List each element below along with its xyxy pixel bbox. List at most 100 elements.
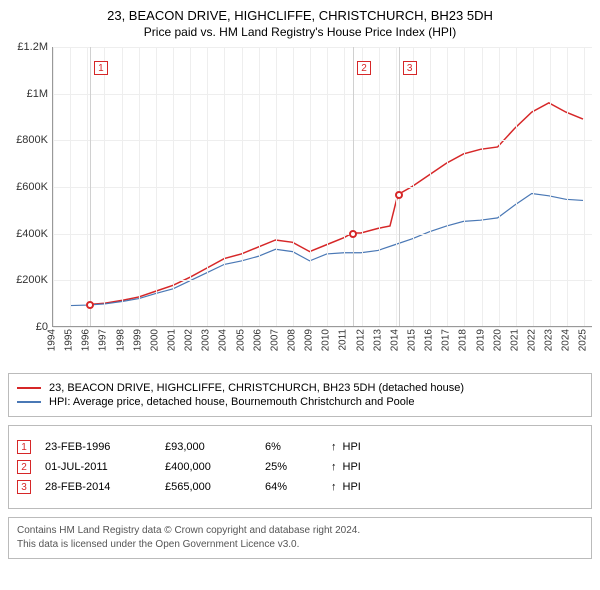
event-row: 201-JUL-2011£400,00025%↑HPI [17, 460, 583, 474]
gridline-v [396, 47, 397, 326]
legend-item: 23, BEACON DRIVE, HIGHCLIFFE, CHRISTCHUR… [17, 382, 583, 394]
gridline-v [464, 47, 465, 326]
gridline-v [156, 47, 157, 326]
gridline-h [53, 327, 592, 328]
gridline-v [533, 47, 534, 326]
x-tick-label: 1996 [81, 329, 92, 351]
legend: 23, BEACON DRIVE, HIGHCLIFFE, CHRISTCHUR… [8, 373, 592, 417]
x-tick-label: 1997 [98, 329, 109, 351]
gridline-v [173, 47, 174, 326]
arrow-up-icon: ↑ [331, 441, 337, 453]
x-tick-label: 2008 [287, 329, 298, 351]
x-tick-label: 2013 [372, 329, 383, 351]
event-suffix: HPI [343, 461, 361, 473]
x-tick-label: 2017 [441, 329, 452, 351]
y-tick-label: £1M [27, 88, 48, 100]
event-marker-badge: 1 [94, 61, 108, 75]
event-pct: 64% [265, 481, 325, 493]
price-point [349, 230, 357, 238]
gridline-h [53, 47, 592, 48]
chart-title: 23, BEACON DRIVE, HIGHCLIFFE, CHRISTCHUR… [8, 8, 592, 23]
footer-line-2: This data is licensed under the Open Gov… [17, 538, 583, 552]
legend-swatch [17, 387, 41, 389]
gridline-v [447, 47, 448, 326]
y-tick-label: £1.2M [17, 41, 48, 53]
event-badge: 3 [17, 480, 31, 494]
price-point [395, 191, 403, 199]
gridline-v [362, 47, 363, 326]
x-tick-label: 2007 [269, 329, 280, 351]
event-pct: 25% [265, 461, 325, 473]
event-row: 328-FEB-2014£565,00064%↑HPI [17, 480, 583, 494]
gridline-v [516, 47, 517, 326]
x-tick-label: 2020 [492, 329, 503, 351]
gridline-v [550, 47, 551, 326]
chart-container: £0£200K£400K£600K£800K£1M£1.2M 123 19941… [8, 47, 592, 367]
x-tick-label: 2002 [184, 329, 195, 351]
legend-label: 23, BEACON DRIVE, HIGHCLIFFE, CHRISTCHUR… [49, 382, 464, 394]
gridline-v [310, 47, 311, 326]
x-tick-label: 2025 [578, 329, 589, 351]
arrow-up-icon: ↑ [331, 481, 337, 493]
event-date: 01-JUL-2011 [45, 461, 165, 473]
gridline-v [104, 47, 105, 326]
gridline-v [584, 47, 585, 326]
gridline-v [87, 47, 88, 326]
event-marker-line [353, 47, 354, 326]
gridline-v [242, 47, 243, 326]
events-table: 123-FEB-1996£93,0006%↑HPI201-JUL-2011£40… [8, 425, 592, 509]
gridline-h [53, 234, 592, 235]
gridline-v [259, 47, 260, 326]
event-marker-badge: 2 [357, 61, 371, 75]
x-tick-label: 1995 [64, 329, 75, 351]
x-tick-label: 2006 [252, 329, 263, 351]
gridline-v [53, 47, 54, 326]
event-suffix: HPI [343, 441, 361, 453]
event-date: 23-FEB-1996 [45, 441, 165, 453]
legend-item: HPI: Average price, detached house, Bour… [17, 396, 583, 408]
arrow-up-icon: ↑ [331, 461, 337, 473]
gridline-v [379, 47, 380, 326]
attribution-footer: Contains HM Land Registry data © Crown c… [8, 517, 592, 559]
gridline-v [344, 47, 345, 326]
gridline-h [53, 94, 592, 95]
x-tick-label: 2000 [149, 329, 160, 351]
event-row: 123-FEB-1996£93,0006%↑HPI [17, 440, 583, 454]
x-tick-label: 2001 [167, 329, 178, 351]
gridline-v [327, 47, 328, 326]
event-date: 28-FEB-2014 [45, 481, 165, 493]
gridline-v [224, 47, 225, 326]
x-tick-label: 2018 [458, 329, 469, 351]
legend-label: HPI: Average price, detached house, Bour… [49, 396, 414, 408]
event-marker-line [90, 47, 91, 326]
gridline-h [53, 187, 592, 188]
x-tick-label: 2009 [304, 329, 315, 351]
x-tick-label: 2024 [561, 329, 572, 351]
x-tick-label: 1994 [47, 329, 58, 351]
x-tick-label: 2010 [321, 329, 332, 351]
gridline-v [293, 47, 294, 326]
legend-swatch [17, 401, 41, 403]
x-tick-label: 2011 [338, 329, 349, 351]
footer-line-1: Contains HM Land Registry data © Crown c… [17, 524, 583, 538]
y-axis-labels: £0£200K£400K£600K£800K£1M£1.2M [8, 47, 52, 327]
x-tick-label: 2019 [475, 329, 486, 351]
gridline-h [53, 140, 592, 141]
gridline-v [207, 47, 208, 326]
x-tick-label: 2004 [218, 329, 229, 351]
x-axis-labels: 1994199519961997199819992000200120022003… [52, 329, 592, 367]
x-tick-label: 2014 [389, 329, 400, 351]
event-price: £565,000 [165, 481, 265, 493]
series-property [90, 103, 583, 305]
x-tick-label: 1999 [132, 329, 143, 351]
gridline-v [567, 47, 568, 326]
event-price: £93,000 [165, 441, 265, 453]
gridline-v [482, 47, 483, 326]
event-marker-line [399, 47, 400, 326]
gridline-v [70, 47, 71, 326]
gridline-v [139, 47, 140, 326]
event-pct: 6% [265, 441, 325, 453]
gridline-v [122, 47, 123, 326]
event-badge: 2 [17, 460, 31, 474]
plot-area: 123 [52, 47, 592, 327]
